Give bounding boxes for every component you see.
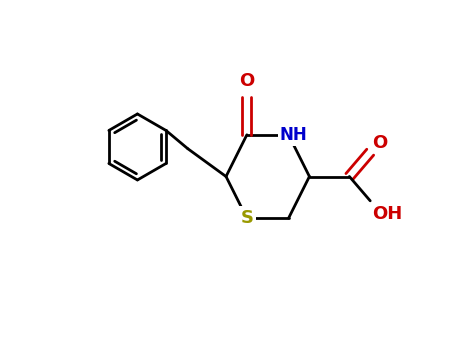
Text: O: O	[372, 134, 387, 152]
Text: O: O	[239, 72, 254, 90]
Text: S: S	[241, 209, 253, 227]
Text: OH: OH	[372, 205, 402, 223]
Text: NH: NH	[280, 126, 308, 144]
